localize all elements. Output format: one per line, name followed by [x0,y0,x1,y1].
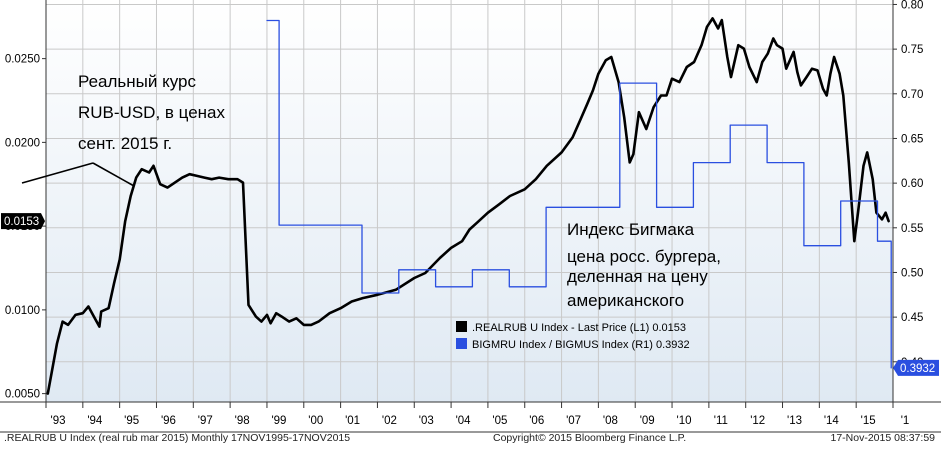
x-tick-label: '95 [124,415,139,427]
x-tick-label: '00 [308,415,323,427]
x-tick-label: '03 [419,415,434,427]
x-tick-label: '10 [677,415,692,427]
right-tick-label: 0.70 [901,89,923,101]
x-tick-label: '93 [51,415,66,427]
footer-timestamp: 17-Nov-2015 08:37:59 [830,432,936,444]
x-tick-label: '07 [566,415,581,427]
x-tick-label: '02 [382,415,397,427]
x-tick-label: '08 [603,415,618,427]
annotation-pointer-left [21,162,94,184]
x-tick-label: '15 [861,415,876,427]
footer-copyright: Copyright© 2015 Bloomberg Finance L.P. [493,432,687,444]
right-tick-label: 0.80 [901,0,923,11]
realrub-annotation-line: сент. 2015 г. [78,134,172,153]
left-last-value-flag [1,213,41,230]
right-tick-label: 0.65 [901,133,923,145]
footer-left: .REALRUB U Index (real rub mar 2015) Mon… [4,432,351,444]
x-tick-label: '09 [640,415,655,427]
x-tick-label: '13 [787,415,802,427]
realrub-line [46,17,890,395]
legend-label: .REALRUB U Index - Last Price (L1) 0.015… [472,322,686,334]
legend-label: BIGMRU Index / BIGMUS Index (R1) 0.3932 [472,339,690,351]
left-tick-label: 0.0050 [5,389,40,401]
x-tick-label: '99 [271,415,286,427]
x-tick-label: '01 [345,415,360,427]
x-tick-label: '06 [529,415,544,427]
right-tick-label: 0.45 [901,312,923,324]
plot-area [46,0,893,402]
bigmac-annotation-line: американского [567,291,684,310]
right-last-value-label: 0.3932 [900,363,935,375]
annotation-pointer-right [92,162,135,187]
x-tick-label: '97 [198,415,213,427]
x-tick-label: '96 [161,415,176,427]
left-last-value-label: 0.0153 [4,216,39,228]
left-last-value-flag-arrow [41,213,45,230]
left-tick-label: 0.0250 [5,54,40,66]
bigmac-step-line [266,19,892,369]
x-tick-label: '1 [901,415,910,427]
left-tick-label: 0.0100 [5,305,40,317]
right-tick-label: 0.55 [901,223,923,235]
x-tick-label: '05 [492,415,507,427]
x-tick-label: '12 [750,415,765,427]
right-tick-label: 0.60 [901,178,923,190]
x-tick-label: '11 [714,415,728,427]
right-last-value-flag [893,359,939,376]
x-tick-label: '04 [456,415,472,427]
bigmac-annotation-line: Индекс Бигмака [567,220,695,239]
left-tick-label: 0.0200 [5,137,40,149]
right-tick-label: 0.75 [901,44,923,56]
x-tick-label: '94 [87,415,103,427]
bigmac-annotation-line: цена росс. бургера, [567,247,721,266]
realrub-annotation-line: Реальный курс [78,72,196,91]
realrub-annotation-line: RUB-USD, в ценах [78,103,225,122]
legend-swatch [456,321,467,332]
right-tick-label: 0.50 [901,267,923,279]
x-tick-label: '98 [235,415,250,427]
x-tick-label: '14 [824,415,840,427]
bigmac-annotation-line: деленная на цену [567,267,708,286]
legend-swatch [456,338,467,349]
